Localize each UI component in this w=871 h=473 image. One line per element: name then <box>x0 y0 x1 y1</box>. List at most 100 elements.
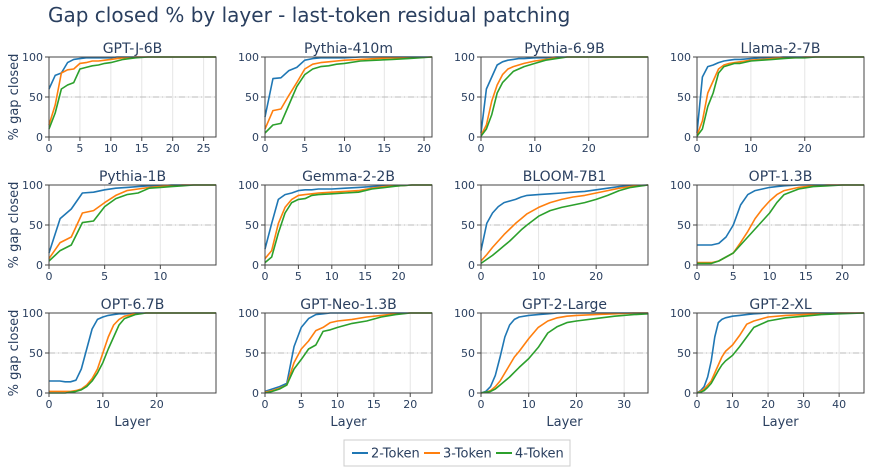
y-tick-label: 50 <box>245 91 259 104</box>
series-line-4-token <box>696 312 865 394</box>
y-axis-label: % gap closed <box>7 310 22 397</box>
y-tick-label: 0 <box>468 131 475 144</box>
y-axis-label: % gap closed <box>7 182 22 269</box>
x-tick-label: 10 <box>96 398 110 411</box>
y-tick-label: 50 <box>461 219 475 232</box>
panel-title: GPT-Neo-1.3B <box>300 297 396 313</box>
panel-pythia-410m: 0 5 10 15 20 0 50 100 Pythia-410m <box>238 41 433 155</box>
x-tick-label: 10 <box>153 270 167 283</box>
x-tick-label: 10 <box>532 270 546 283</box>
y-tick-label: 100 <box>238 179 259 192</box>
y-tick-label: 50 <box>677 219 691 232</box>
panel-gpt-2-large: 0 10 20 30 0 50 100 GPT-2-Large Layer <box>454 297 649 430</box>
x-tick-label: 0 <box>46 142 53 155</box>
x-axis-label: Layer <box>114 415 151 430</box>
x-tick-label: 10 <box>528 142 542 155</box>
y-tick-label: 0 <box>468 259 475 272</box>
panel-gpt-2-xl: 0 10 20 30 40 0 50 100 GPT-2-XL Layer <box>670 297 865 430</box>
x-tick-label: 20 <box>589 270 603 283</box>
x-tick-label: 0 <box>46 270 53 283</box>
x-tick-label: 0 <box>262 142 269 155</box>
panel-title: GPT-2-Large <box>522 297 607 313</box>
x-tick-label: 5 <box>76 142 83 155</box>
y-tick-label: 100 <box>238 307 259 320</box>
y-tick-label: 100 <box>238 51 259 64</box>
x-tick-label: 0 <box>262 270 269 283</box>
y-tick-label: 100 <box>454 179 475 192</box>
x-tick-label: 5 <box>301 142 308 155</box>
y-tick-label: 0 <box>36 131 43 144</box>
panel-pythia-6-9b: 0 10 20 0 50 100 Pythia-6.9B <box>454 41 649 155</box>
x-tick-label: 30 <box>617 398 631 411</box>
x-tick-label: 10 <box>522 398 536 411</box>
y-tick-label: 50 <box>461 347 475 360</box>
x-axis-label: Layer <box>330 415 367 430</box>
y-tick-label: 50 <box>245 219 259 232</box>
x-tick-label: 20 <box>761 398 775 411</box>
x-tick-label: 0 <box>46 398 53 411</box>
x-tick-label: 15 <box>377 142 391 155</box>
y-tick-label: 0 <box>36 259 43 272</box>
y-tick-label: 0 <box>252 387 259 400</box>
series-line-2-token <box>480 184 649 251</box>
panel-title: Pythia-6.9B <box>524 41 604 57</box>
x-tick-label: 10 <box>325 270 339 283</box>
x-tick-label: 0 <box>478 270 485 283</box>
panel-title: OPT-6.7B <box>101 297 165 313</box>
series-line-3-token <box>696 312 864 394</box>
panel-gpt-j-6b: 0 5 10 15 20 25 0 50 100 GPT-J-6B % gap closed <box>7 41 217 155</box>
legend-item-3-token: 3-Token <box>424 447 492 462</box>
y-axis-label: % gap closed <box>7 54 22 141</box>
x-tick-label: 30 <box>797 398 811 411</box>
x-tick-label: 40 <box>832 398 846 411</box>
x-axis-label: Layer <box>762 415 799 430</box>
y-tick-label: 100 <box>22 307 43 320</box>
x-tick-label: 20 <box>417 142 431 155</box>
y-tick-label: 0 <box>36 387 43 400</box>
x-tick-label: 15 <box>367 398 381 411</box>
y-tick-label: 100 <box>22 51 43 64</box>
series-line-4-token <box>264 56 433 134</box>
panel-gemma-2-2b: 0 5 10 15 20 0 50 100 Gemma-2-2B <box>238 169 433 283</box>
x-tick-label: 0 <box>694 398 701 411</box>
y-tick-label: 50 <box>461 91 475 104</box>
x-tick-label: 0 <box>694 142 701 155</box>
panel-title: Pythia-410m <box>304 41 393 57</box>
x-tick-label: 15 <box>799 270 813 283</box>
x-axis-label: Layer <box>546 415 583 430</box>
series-line-4-token <box>264 184 432 264</box>
y-tick-label: 50 <box>677 91 691 104</box>
x-tick-label: 0 <box>478 142 485 155</box>
y-tick-label: 50 <box>29 91 43 104</box>
x-tick-label: 20 <box>166 142 180 155</box>
y-tick-label: 100 <box>670 179 691 192</box>
y-tick-label: 0 <box>252 259 259 272</box>
x-tick-label: 5 <box>730 270 737 283</box>
x-tick-label: 5 <box>101 270 108 283</box>
panel-title: BLOOM-7B1 <box>523 169 607 185</box>
series-line-4-token <box>697 184 864 265</box>
y-tick-label: 50 <box>29 219 43 232</box>
panel-title: Gemma-2-2B <box>302 169 395 185</box>
y-tick-label: 100 <box>670 51 691 64</box>
x-tick-label: 20 <box>403 398 417 411</box>
x-tick-label: 0 <box>262 398 269 411</box>
panel-gpt-neo-1-3b: 0 5 10 15 20 0 50 100 GPT-Neo-1.3B Layer <box>238 297 433 430</box>
x-tick-label: 5 <box>298 398 305 411</box>
legend-label: 4-Token <box>515 447 564 462</box>
legend-box <box>343 439 571 467</box>
x-tick-label: 20 <box>582 142 596 155</box>
panel-title: GPT-2-XL <box>749 297 811 313</box>
panel-title: Pythia-1B <box>99 169 166 185</box>
series-line-3-token <box>480 184 649 262</box>
x-tick-label: 20 <box>150 398 164 411</box>
y-tick-label: 0 <box>684 131 691 144</box>
x-tick-label: 15 <box>358 270 372 283</box>
y-tick-label: 0 <box>468 387 475 400</box>
y-tick-label: 100 <box>22 179 43 192</box>
series-line-4-token <box>480 184 649 265</box>
panel-llama-2-7b: 0 10 20 0 50 100 Llama-2-7B <box>670 41 865 155</box>
